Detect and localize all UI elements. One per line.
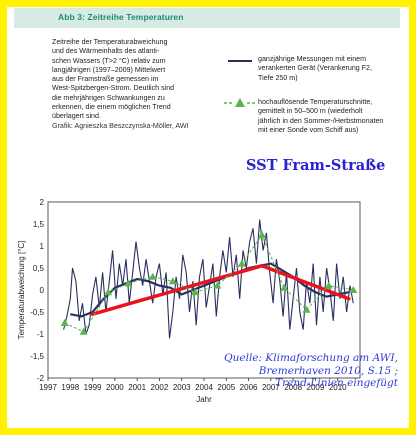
y-tick-label: -1,5 <box>30 352 44 361</box>
legend-text-line: mit einer Sonde vom Schiff aus) <box>258 125 359 134</box>
x-tick-label: 2004 <box>195 383 213 392</box>
x-tick-label: 2009 <box>307 383 325 392</box>
figure-credit: Grafik: Agnieszka Beszczynska-Möller, AW… <box>52 121 189 130</box>
source-line: Trend-Linien eingefügt <box>275 377 398 389</box>
mooring-mean-line <box>70 262 350 318</box>
legend-entry-mooring: ganzjährige Messungen mit einem veranker… <box>258 55 372 83</box>
caption-line: die mehrjährigen Schwankungen zu <box>52 93 165 102</box>
caption-line: erkennen, die einem möglichen Trend <box>52 103 171 112</box>
ctd-series-line <box>64 233 354 333</box>
caption-line: West-Spitzbergen-Strom. Deutlich sind <box>52 84 175 93</box>
ctd-marker <box>213 281 222 289</box>
x-tick-label: 2006 <box>240 383 258 392</box>
temperature-chart: -2 -1,5 -1 -0,5 0 0,5 1 1,5 2 1997 1998 1999 2000 200… <box>17 198 361 404</box>
ctd-marker <box>237 259 246 267</box>
legend-text-line: ganzjährige Messungen mit einem <box>258 55 367 63</box>
y-tick-label: 1,5 <box>33 220 45 229</box>
legend-text-line: hochauflösende Temperaturschnitte, <box>258 98 373 106</box>
caption-line: überlagert sind. <box>52 112 101 121</box>
mooring-series-line <box>63 219 354 339</box>
legend-text-line: verankerten Gerät (Verankerung F2, <box>258 64 372 73</box>
x-axis-label: Jahr <box>196 395 212 404</box>
ctd-marker <box>191 288 200 296</box>
x-tick-label: 2001 <box>128 383 146 392</box>
x-tick-label: 2000 <box>106 383 124 392</box>
x-tick-label: 2002 <box>151 383 169 392</box>
x-tick-label: 2003 <box>173 383 191 392</box>
trend-line <box>260 264 351 301</box>
ctd-marker <box>349 286 358 293</box>
figure-header-strip <box>14 8 400 28</box>
ctd-marker <box>124 279 133 287</box>
markers <box>60 231 358 335</box>
caption-line: schen Wassers (T>2 °C) relativ zum <box>52 56 166 65</box>
caption-line: und des Wärmeinhalts des atlanti- <box>52 47 160 56</box>
x-tick-label: 2007 <box>262 383 280 392</box>
figure-label: Abb 3: Zeitreihe Temperaturen <box>58 12 184 22</box>
series <box>63 219 354 339</box>
legend-marker-symbol <box>224 98 255 107</box>
annotation-title: SST Fram-Straße <box>246 157 386 174</box>
ctd-marker <box>324 281 333 289</box>
y-tick-label: 0 <box>40 286 45 295</box>
ctd-marker <box>257 231 266 238</box>
x-tick-label: 1998 <box>61 383 79 392</box>
ctd-marker <box>60 319 69 326</box>
ctd-marker <box>168 277 177 285</box>
x-tick-label: 1997 <box>39 383 57 392</box>
x-tick-label: 2010 <box>329 383 347 392</box>
ctd-marker <box>280 283 289 291</box>
y-tick-label: -1 <box>37 330 45 339</box>
y-tick-label: 2 <box>40 198 45 207</box>
source-line: Quelle: Klimaforschung am AWI, <box>224 352 398 364</box>
source-note: Quelle: Klimaforschung am AWI, Bremerhav… <box>218 352 398 390</box>
trend-lines <box>90 264 351 316</box>
legend-text-line: gemittelt in 50–500 m (wiederholt <box>258 107 363 116</box>
legend-text-line: Tiefe 250 m) <box>258 73 298 82</box>
ctd-marker <box>302 305 311 313</box>
y-tick-label: 0,5 <box>33 264 45 273</box>
x-tick-label: 2008 <box>284 383 302 392</box>
y-tick-label: -2 <box>37 374 45 383</box>
legend-entry-ctd: hochauflösende Temperaturschnitte, gemit… <box>258 98 383 135</box>
caption-line: langjährigen (1997–2009) Mittelwert <box>52 65 166 74</box>
y-axis-label: Temperaturabweichung [°C] <box>17 241 26 340</box>
caption-line: Zeitreihe der Temperaturabweichung <box>52 38 168 46</box>
legend-line-symbol <box>228 60 252 62</box>
figure-caption: Zeitreihe der Temperaturabweichung und d… <box>52 38 212 160</box>
legend-text-line: jährlich in den Sommer-/Herbstmonaten <box>258 116 384 125</box>
ctd-marker <box>104 288 113 296</box>
ctd-marker <box>79 327 88 335</box>
y-tick-label: 1 <box>40 242 45 251</box>
ctd-marker <box>148 272 157 280</box>
x-tick-label: 1999 <box>84 383 102 392</box>
x-tick-label: 2005 <box>217 383 235 392</box>
source-line: Bremerhaven 2010, S.15 ; <box>258 364 398 377</box>
caption-line: aus der Framstraße gemessen im <box>52 75 159 84</box>
trend-line <box>90 264 264 316</box>
y-tick-label: -0,5 <box>30 308 44 317</box>
axis-labels: Temperaturabweichung [°C] Jahr <box>17 241 212 404</box>
